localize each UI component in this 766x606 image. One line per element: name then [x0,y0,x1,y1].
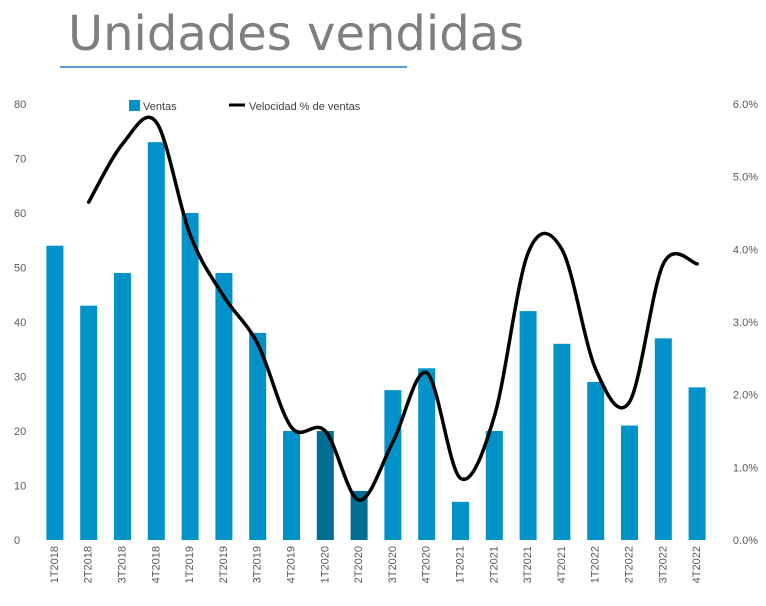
bar-4T2018 [147,142,165,540]
x-tick-label: 3T2020 [387,546,399,583]
x-tick-label: 3T2022 [657,546,669,583]
right-axis: 0.0% 1.0% 2.0% 3.0% 4.0% 5.0% 6.0% [733,99,758,547]
legend-ventas-label: Ventas [143,101,177,113]
y-left-tick-label: 10 [14,481,26,493]
bar-3T2020 [384,390,402,540]
bar-2T2019 [215,272,233,540]
y-left-tick-label: 30 [14,372,26,384]
y-right-tick-label: 5.0% [733,172,758,184]
x-tick-label: 4T2021 [556,546,568,583]
y-right-tick-label: 1.0% [733,462,758,474]
page-title: Unidades vendidas [68,6,525,62]
x-tick-label: 2T2022 [624,546,636,583]
x-tick-label: 3T2019 [252,546,264,583]
bar-1T2018 [46,245,64,540]
bar-3T2018 [114,272,131,540]
left-axis: 0 10 20 30 40 50 60 70 80 [14,99,26,547]
bar-3T2019 [249,332,267,540]
legend-ventas-swatch [129,100,140,111]
bar-1T2020 [316,431,334,540]
y-left-tick-label: 40 [14,317,26,329]
y-right-tick-label: 4.0% [733,244,758,256]
y-left-tick-label: 80 [14,99,26,111]
x-tick-label: 3T2018 [117,546,129,583]
bar-4T2022 [688,387,706,540]
y-left-tick-label: 50 [14,263,26,275]
title-underline [60,66,407,68]
bar-3T2021 [519,311,537,540]
bar-2T2021 [485,431,503,540]
x-tick-label: 2T2019 [218,546,230,583]
y-right-tick-label: 2.0% [733,390,758,402]
x-tick-label: 4T2022 [691,546,703,583]
velocidad-line [86,115,699,502]
y-left-tick-label: 60 [14,208,26,220]
x-tick-label: 4T2020 [421,546,433,583]
bar-4T2019 [283,431,300,540]
bar-2T2020 [350,490,368,540]
bar-3T2022 [654,338,672,540]
x-tick-label: 3T2021 [522,546,534,583]
x-tick-label: 4T2018 [150,546,162,583]
x-tick-label: 4T2019 [286,546,298,583]
bar-2T2022 [621,425,638,540]
y-right-tick-label: 0.0% [733,535,758,547]
x-tick-label: 1T2019 [184,546,196,583]
bar-4T2021 [553,343,571,540]
x-tick-label: 1T2020 [319,546,331,583]
bar-2T2018 [80,305,98,540]
ventas-bars [46,142,706,540]
x-tick-label: 1T2022 [590,546,602,583]
bar-4T2020 [418,368,436,540]
x-tick-label: 1T2018 [49,546,61,583]
bar-1T2022 [587,381,605,540]
y-left-tick-label: 70 [14,154,26,166]
x-axis: 1T2018 2T2018 3T2018 4T2018 1T2019 2T2019 3T20… [49,546,703,583]
x-tick-label: 2T2021 [488,546,500,583]
chart-legend: Ventas Velocidad % de ventas [129,100,361,113]
y-right-tick-label: 3.0% [733,317,758,329]
x-tick-label: 1T2021 [455,546,467,583]
x-tick-label: 2T2018 [83,546,95,583]
x-tick-label: 2T2020 [353,546,365,583]
bar-1T2021 [452,501,469,540]
y-right-tick-label: 6.0% [733,99,758,111]
legend-velocidad-label: Velocidad % de ventas [249,101,361,113]
y-left-tick-label: 0 [14,535,20,547]
velocidad-series-line [86,115,699,502]
bar-1T2019 [181,213,199,540]
y-left-tick-label: 20 [14,426,26,438]
